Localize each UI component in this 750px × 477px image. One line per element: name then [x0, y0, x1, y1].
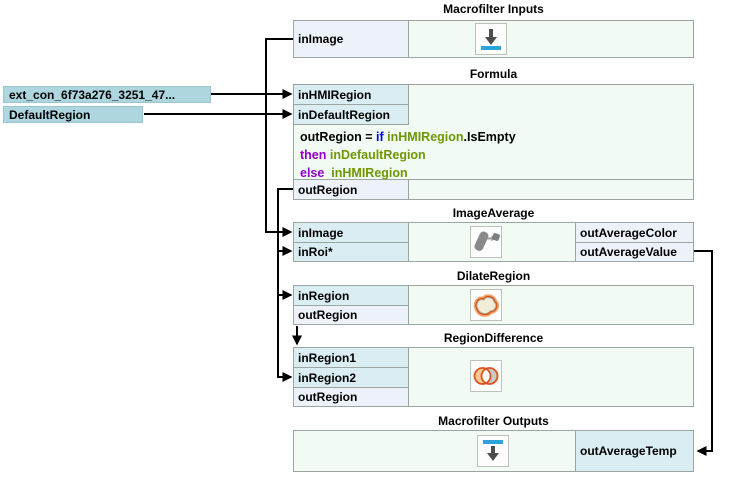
port-in-roi[interactable]: inRoi*: [294, 243, 409, 261]
port-in-region2[interactable]: inRegion2: [294, 368, 409, 388]
block-region-difference[interactable]: inRegion1 inRegion2 outRegion: [293, 347, 694, 407]
dilate-region-icon-box[interactable]: [470, 289, 502, 321]
region-difference-icon: [473, 367, 499, 385]
block-title-image-average: ImageAverage: [452, 206, 535, 220]
port-in-region1[interactable]: inRegion1: [294, 348, 409, 368]
image-average-icon: [474, 231, 500, 251]
block-macrofilter-inputs[interactable]: inImage: [293, 20, 694, 58]
code-token: else: [300, 166, 325, 180]
code-token: then: [300, 148, 327, 162]
code-token: inHMIRegion: [324, 166, 408, 180]
macrofilter-output-icon: [483, 440, 503, 461]
code-token: if: [376, 130, 384, 144]
macrofilter-input-icon: [481, 29, 501, 50]
macrofilter-output-icon-box[interactable]: [477, 435, 509, 467]
port-out-average-color[interactable]: outAverageColor: [575, 223, 693, 243]
macrofilter-input-icon-box[interactable]: [475, 23, 507, 55]
port-out-average-value[interactable]: outAverageValue: [575, 243, 693, 261]
port-out-region-dilate[interactable]: outRegion: [294, 306, 409, 324]
port-in-default-region[interactable]: inDefaultRegion: [294, 105, 409, 125]
port-in-region[interactable]: inRegion: [294, 286, 409, 306]
formula-code[interactable]: outRegion = if inHMIRegion.IsEmpty then …: [294, 125, 693, 180]
wire-inimage-to-imageaverage: [265, 38, 293, 237]
port-in-hmi-region[interactable]: inHMIRegion: [294, 85, 409, 105]
formula-code-line: then inDefaultRegion: [300, 146, 693, 164]
block-macrofilter-outputs[interactable]: outAverageTemp: [293, 430, 694, 472]
region-difference-icon-box[interactable]: [470, 360, 502, 392]
formula-code-line: outRegion = if inHMIRegion.IsEmpty: [300, 128, 693, 146]
port-out-region-difference[interactable]: outRegion: [294, 388, 409, 406]
block-formula[interactable]: inHMIRegion inDefaultRegion outRegion = …: [293, 84, 694, 200]
port-in-image[interactable]: inImage: [294, 223, 409, 243]
port-out-region-formula[interactable]: outRegion: [294, 180, 409, 199]
code-token: inDefaultRegion: [326, 148, 426, 162]
block-title-macrofilter-inputs: Macrofilter Inputs: [443, 2, 544, 16]
image-average-icon-box[interactable]: [470, 226, 502, 258]
block-title-region-difference: RegionDifference: [443, 331, 544, 345]
wire-outregion-to-inregion2: [277, 188, 293, 382]
port-inimage-source[interactable]: inImage: [294, 21, 409, 57]
block-title-macrofilter-outputs: Macrofilter Outputs: [438, 414, 549, 428]
block-title-dilate-region: DilateRegion: [456, 269, 531, 283]
dilate-region-icon: [473, 294, 500, 317]
code-token: outRegion =: [300, 130, 377, 144]
block-dilate-region[interactable]: inRegion outRegion: [293, 285, 694, 325]
external-input-default-region[interactable]: DefaultRegion: [3, 106, 143, 123]
external-input-hmi-region[interactable]: ext_con_6f73a276_3251_47...: [3, 86, 211, 103]
formula-code-line: else inHMIRegion: [300, 164, 693, 182]
wire-averagevalue-to-output: [694, 250, 713, 456]
code-token: .IsEmpty: [463, 130, 516, 144]
port-out-average-temp[interactable]: outAverageTemp: [575, 431, 693, 471]
block-image-average[interactable]: inImage inRoi* outAverageColor outAverag…: [293, 222, 694, 262]
code-token: inHMIRegion: [383, 130, 464, 144]
block-title-formula: Formula: [469, 67, 518, 81]
